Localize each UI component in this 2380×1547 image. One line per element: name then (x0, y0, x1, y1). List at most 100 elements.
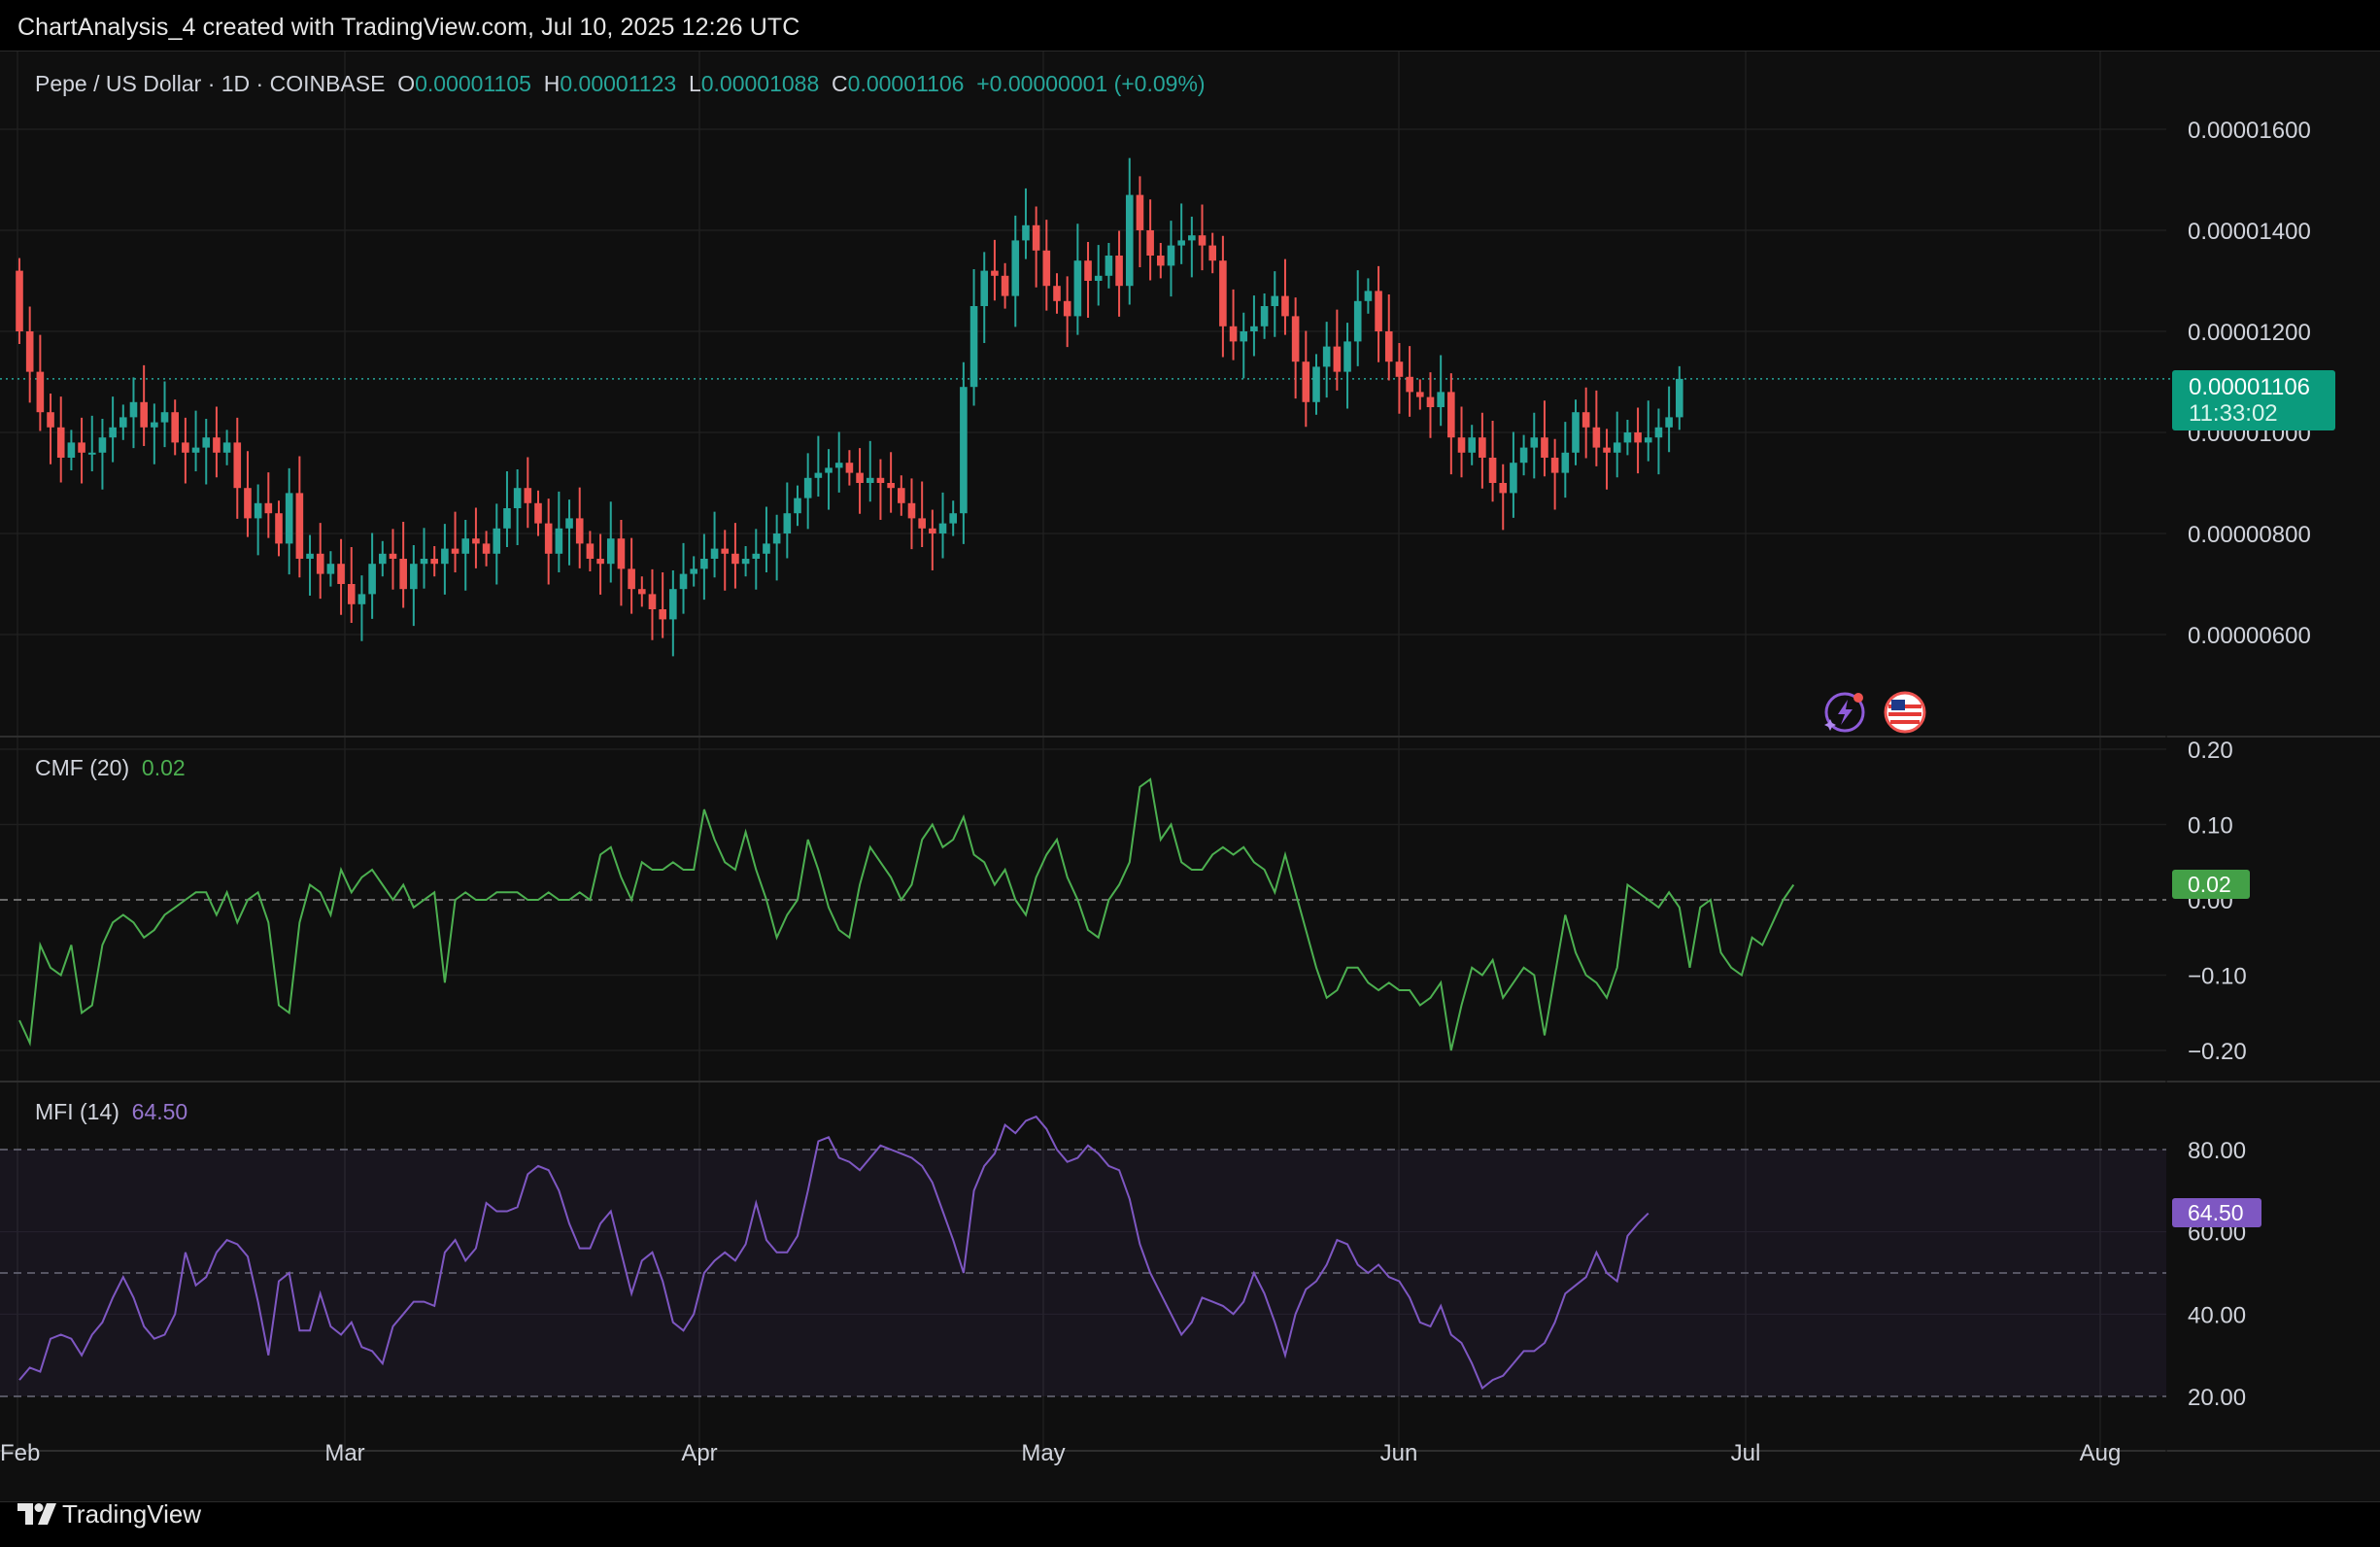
candle-body (410, 564, 418, 590)
candle-body (1208, 245, 1216, 261)
cmf-legend: CMF (20) 0.02 (35, 755, 186, 781)
candle-body (638, 589, 646, 595)
candle-body (1406, 376, 1413, 393)
mfi-axis-label: 20.00 (2188, 1385, 2246, 1411)
candle-body (575, 518, 584, 544)
footer-brand: TradingView (62, 1498, 202, 1529)
price-axis-label: 0.00001400 (2188, 219, 2311, 245)
candle-body (929, 528, 936, 533)
candle-body (357, 594, 366, 604)
candle-body (690, 568, 697, 574)
cmf-axis-label: 0.20 (2188, 738, 2233, 764)
candle-body (1260, 306, 1269, 327)
legend-high-label: H (543, 71, 561, 96)
candle-body (25, 331, 34, 372)
candle-body (233, 442, 242, 489)
candle-body (710, 548, 719, 559)
candle-body (151, 422, 158, 428)
candle-body (1644, 437, 1652, 443)
us-flag-icon[interactable] (1883, 690, 1927, 735)
price-axis-label: 0.00001200 (2188, 320, 2311, 346)
candle-body (160, 412, 169, 423)
candle-body (1125, 194, 1134, 287)
candle-body (191, 447, 200, 453)
mfi-legend: MFI (14) 64.50 (35, 1099, 187, 1125)
candle-body (1426, 396, 1435, 407)
chart-area[interactable]: 0.00001600 0.00001400 0.00001200 0.00001000… (0, 51, 2380, 1502)
candle-body (1188, 235, 1196, 241)
candle-body (1530, 437, 1539, 448)
legend-close-label: C (832, 71, 848, 96)
x-axis-label-feb: Feb (0, 1440, 40, 1466)
candle-body (67, 442, 76, 458)
candle-body (1634, 432, 1642, 443)
candle-body (1665, 417, 1673, 428)
candle-body (1032, 224, 1040, 251)
candle-body (1073, 260, 1082, 317)
candle-body (1240, 331, 1248, 342)
candle-body (834, 463, 843, 468)
candle-body (1499, 483, 1508, 494)
candle-body (1198, 235, 1207, 246)
x-axis-label-apr: Apr (681, 1440, 717, 1466)
candle-body (36, 371, 45, 413)
candle-body (1022, 224, 1030, 241)
candle-body (1042, 250, 1051, 287)
candle-body (617, 538, 626, 569)
chart-canvas[interactable]: 0.000016000.000014000.000012000.00001000… (0, 52, 2380, 1501)
candle-body (565, 518, 573, 529)
candle-body (1572, 412, 1580, 453)
candle-body (87, 452, 96, 455)
candle-body (347, 584, 356, 604)
candle-body (461, 538, 470, 554)
last-price-value: 0.00001106 (2189, 374, 2311, 400)
legend-open-value: 0.00001105 (415, 71, 531, 96)
candle-body (420, 559, 428, 565)
candle-body (1364, 291, 1373, 301)
candle-body (182, 442, 189, 453)
candle-body (306, 553, 314, 559)
mfi-axis-label: 40.00 (2188, 1302, 2246, 1328)
candle-body (326, 564, 335, 574)
candle-body (254, 502, 262, 519)
candle-body (222, 442, 231, 453)
cmf-axis-label: −0.20 (2188, 1039, 2247, 1065)
candle-body (1157, 256, 1165, 266)
tradingview-logo[interactable]: TradingView (17, 1499, 201, 1529)
tradingview-logo-icon (17, 1503, 56, 1525)
candle-body (1457, 437, 1466, 453)
candle-body (275, 513, 283, 544)
x-axis-label-jun: Jun (1380, 1440, 1418, 1466)
candle-body (918, 518, 926, 529)
candle-body (337, 564, 345, 584)
candle-body (659, 609, 666, 620)
candle-body (1053, 286, 1061, 301)
price-axis-label: 0.00000800 (2188, 522, 2311, 548)
legend-change: +0.00000001 (+0.09%) (976, 71, 1206, 96)
cmf-label: CMF (20) (35, 755, 130, 780)
candle-body (399, 559, 407, 590)
ai-assistant-icon[interactable] (1822, 690, 1867, 735)
candle-body (1416, 392, 1424, 397)
candle-body (648, 594, 657, 609)
candle-body (803, 477, 812, 498)
candle-body (1479, 437, 1486, 458)
x-axis-label-aug: Aug (2080, 1440, 2122, 1466)
candle-body (451, 548, 459, 554)
candle-body (586, 543, 595, 559)
candle-body (1146, 230, 1154, 256)
candle-body (606, 538, 615, 565)
candle-body (56, 427, 65, 458)
candle-body (969, 306, 978, 388)
candle-body (1229, 326, 1238, 342)
candle-body (1011, 240, 1020, 296)
candle-body (171, 412, 179, 443)
x-axis-label-jul: Jul (1731, 1440, 1761, 1466)
candle-body (876, 477, 885, 483)
chart-caption: ChartAnalysis_4 created with TradingView… (17, 14, 800, 41)
cmf-line (18, 777, 1795, 1051)
candle-body (887, 483, 895, 489)
candle-body (1312, 366, 1320, 402)
candle-body (389, 553, 397, 559)
candle-body (898, 488, 905, 503)
